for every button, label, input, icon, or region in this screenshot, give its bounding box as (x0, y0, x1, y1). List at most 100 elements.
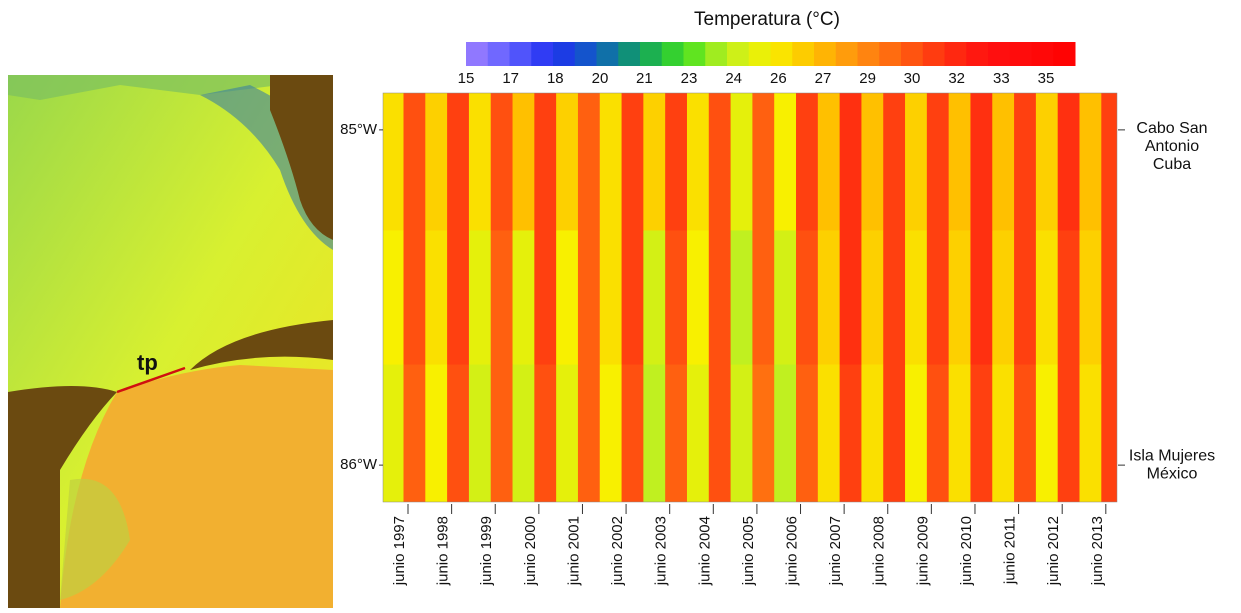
heatmap-cell (730, 93, 753, 231)
heatmap-cell (752, 364, 775, 502)
colorbar-segment (487, 42, 510, 66)
colorbar-segment (857, 42, 880, 66)
heatmap-cell (1014, 230, 1037, 366)
heatmap-cell (1079, 230, 1102, 366)
heatmap-cell (665, 93, 688, 231)
heatmap-cell (861, 230, 884, 366)
heatmap-cell (686, 364, 710, 502)
heatmap-cell (577, 230, 601, 366)
heatmap-cell (621, 364, 644, 502)
x-tick-label: junio 1997 (391, 516, 408, 586)
heatmap-cell (883, 93, 906, 231)
x-tick-label: junio 2001 (565, 516, 582, 586)
heatmap-cell (534, 93, 557, 231)
heatmap-cell (665, 364, 688, 502)
heatmap-cell (796, 364, 819, 502)
heatmap-cell (447, 93, 470, 231)
heatmap-cell (817, 93, 841, 231)
heatmap-cell (490, 230, 514, 366)
colorbar-segment (661, 42, 684, 66)
heatmap-cell (1035, 230, 1059, 366)
heatmap-cell (861, 93, 884, 231)
heatmap-cell (425, 93, 448, 231)
heatmap-cell (752, 93, 775, 231)
coastal-water (8, 75, 333, 110)
x-tick-label: junio 2005 (740, 516, 757, 586)
heatmap-cell (1035, 364, 1059, 502)
x-tick-label: junio 2006 (783, 516, 800, 586)
x-tick-label: junio 2010 (958, 516, 975, 586)
colorbar-segment (553, 42, 576, 66)
heatmap-cell (621, 230, 644, 366)
heatmap-cell (403, 93, 426, 231)
heatmap-cell (468, 230, 492, 366)
colorbar-segment (531, 42, 554, 66)
heatmap-cell (926, 230, 950, 366)
colorbar-segment (640, 42, 663, 66)
heatmap-cell (730, 230, 753, 366)
x-tick-label: junio 2004 (696, 516, 713, 586)
heatmap-cell (1014, 93, 1037, 231)
colorbar-tick-label: 21 (636, 70, 653, 87)
colorbar-tick-label: 15 (458, 70, 475, 87)
heatmap-cell (861, 364, 884, 502)
heatmap-cell (708, 230, 732, 366)
colorbar-segment (1009, 42, 1032, 66)
heatmap-cell (534, 230, 557, 366)
colorbar-segment (988, 42, 1011, 66)
annotation-text: Isla Mujeres (1129, 447, 1215, 464)
inset-map: tp (8, 75, 333, 608)
colorbar-tick-label: 23 (681, 70, 698, 87)
colorbar-tick-label: 30 (904, 70, 921, 87)
x-tick-label: junio 2007 (827, 516, 844, 586)
colorbar-segment (770, 42, 793, 66)
heatmap-cell (1035, 93, 1059, 231)
colorbar-segment (1053, 42, 1076, 66)
colorbar-segment (509, 42, 532, 66)
heatmap-cell (948, 364, 971, 502)
heatmap-cell (447, 364, 470, 502)
heatmap-cell (970, 364, 993, 502)
colorbar-segment (792, 42, 815, 66)
heatmap-cell (970, 93, 993, 231)
x-tick-label: junio 1999 (478, 516, 495, 586)
heatmap-cell (1057, 364, 1080, 502)
heatmap-cell (905, 364, 928, 502)
transect-label: tp (137, 350, 158, 375)
heatmap-cell (621, 93, 644, 231)
colorbar-tick-label: 26 (770, 70, 787, 87)
colorbar-segment (944, 42, 967, 66)
heatmap-cell (447, 230, 470, 366)
heatmap-cell (556, 93, 579, 231)
colorbar-segment (835, 42, 858, 66)
colorbar-title: Temperatura (°C) (694, 9, 840, 30)
heatmap-cell (425, 364, 448, 502)
x-tick-label: junio 2008 (871, 516, 888, 586)
heatmap-cell (905, 93, 928, 231)
heatmap (383, 93, 1117, 502)
colorbar-segment (618, 42, 641, 66)
heatmap-cell (948, 93, 971, 231)
heatmap-cell (708, 364, 732, 502)
heatmap-cell (992, 230, 1015, 366)
heatmap-cell (490, 93, 514, 231)
heatmap-cell (796, 93, 819, 231)
heatmap-cell (774, 230, 797, 366)
heatmap-cell (425, 230, 448, 366)
heatmap-cell (383, 230, 404, 366)
land-florida (270, 75, 333, 240)
heatmap-cell (468, 364, 492, 502)
heatmap-cell (577, 364, 601, 502)
colorbar-tick-label: 33 (993, 70, 1010, 87)
annotation-text: Cuba (1153, 156, 1191, 173)
colorbar-tick-label: 29 (859, 70, 876, 87)
colorbar-segment (922, 42, 945, 66)
y-tick-label: 86°W (340, 456, 378, 473)
colorbar-segment (574, 42, 597, 66)
heatmap-cell (1079, 364, 1102, 502)
heatmap-cell (774, 93, 797, 231)
heatmap-cell (905, 230, 928, 366)
colorbar-tick-label: 32 (948, 70, 965, 87)
heatmap-cell (926, 93, 950, 231)
